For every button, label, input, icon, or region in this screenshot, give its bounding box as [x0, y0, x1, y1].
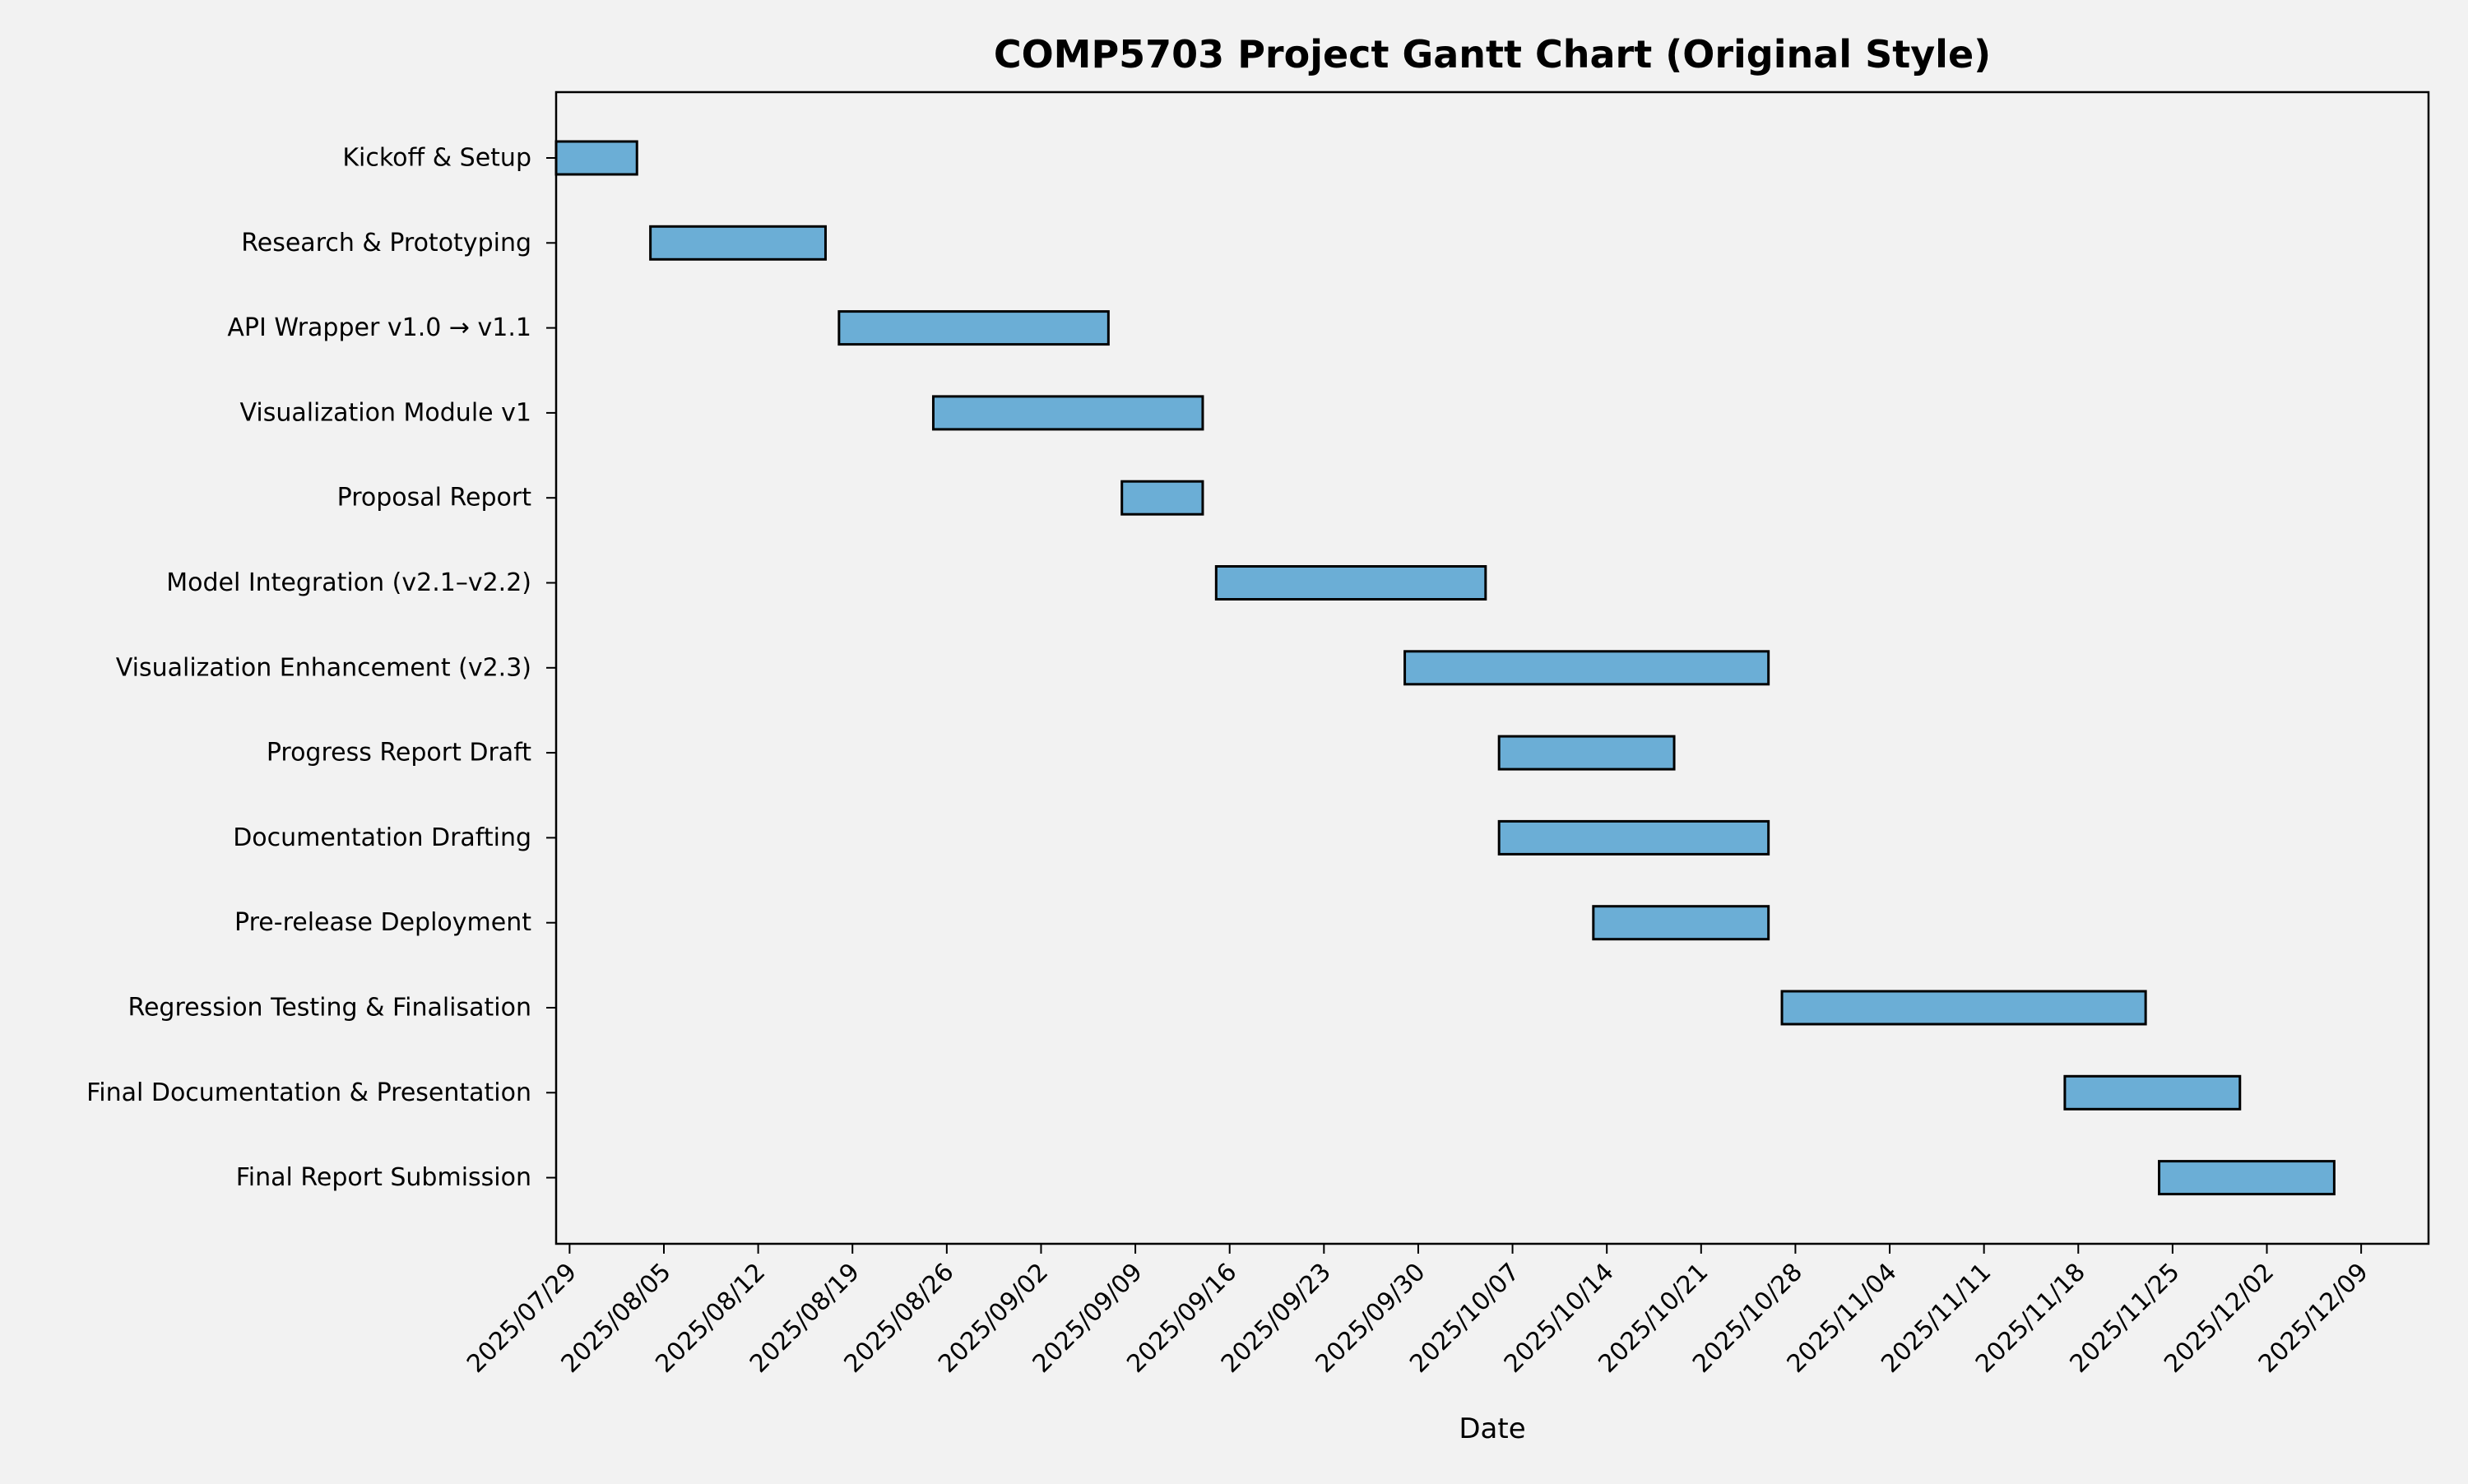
x-axis-label: Date — [1459, 1412, 1525, 1445]
bars-layer — [554, 140, 2336, 1196]
y-tick-label: Final Report Submission — [236, 1163, 531, 1192]
y-tick-label: Final Documentation & Presentation — [86, 1078, 531, 1107]
y-tick-label: Model Integration (v2.1–v2.2) — [166, 568, 531, 597]
y-tick-label: Visualization Module v1 — [240, 398, 532, 427]
gantt-bar — [1214, 565, 1487, 601]
y-tick-label: Kickoff & Setup — [342, 144, 531, 173]
y-tick-label: API Wrapper v1.0 → v1.1 — [227, 313, 531, 342]
y-tick-label: Visualization Enhancement (v2.3) — [116, 653, 531, 682]
gantt-bar — [2063, 1074, 2242, 1111]
gantt-bar — [1497, 735, 1676, 771]
gantt-bar — [1592, 905, 1770, 941]
y-tick-label: Regression Testing & Finalisation — [128, 994, 531, 1023]
gantt-bar — [2158, 1160, 2336, 1196]
gantt-bar — [931, 395, 1204, 431]
gantt-bar — [554, 140, 638, 176]
y-tick-label: Documentation Drafting — [233, 823, 531, 852]
gantt-bar — [1403, 650, 1770, 686]
gantt-bar — [1780, 990, 2147, 1026]
gantt-bar — [1497, 819, 1770, 856]
y-tick-label: Research & Prototyping — [241, 229, 531, 257]
y-tick-label: Progress Report Draft — [267, 739, 531, 768]
y-axis: Kickoff & Setup Research & Prototyping API… — [86, 144, 556, 1192]
gantt-bar — [837, 310, 1110, 346]
y-tick-label: Pre-release Deployment — [234, 908, 531, 937]
y-tick-label: Proposal Report — [337, 484, 532, 512]
plot-frame — [554, 90, 2430, 1245]
chart-title: COMP5703 Project Gantt Chart (Original S… — [994, 32, 1991, 77]
gantt-bar — [1120, 480, 1204, 516]
gantt-bar — [649, 225, 827, 261]
